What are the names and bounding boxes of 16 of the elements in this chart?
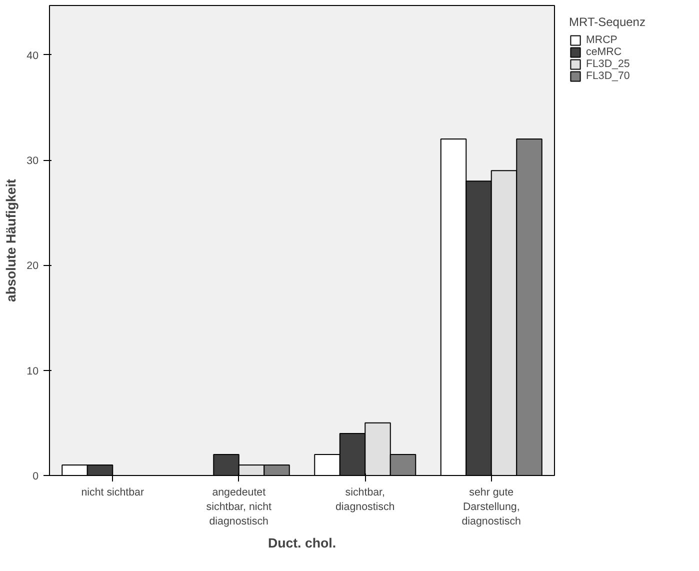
legend-title: MRT-Sequenz — [569, 15, 646, 29]
y-tick-label: 20 — [26, 260, 39, 272]
legend-label: ceMRC — [586, 46, 622, 58]
y-tick-label: 10 — [26, 365, 39, 378]
y-tick-label: 40 — [26, 50, 39, 62]
legend-label: FL3D_70 — [586, 70, 630, 82]
x-tick-label: sehr gute Darstellung, diagnostisch — [462, 486, 522, 528]
y-tick-label: 30 — [26, 155, 39, 168]
legend-label: FL3D_25 — [586, 58, 630, 70]
y-tick-label: 0 — [32, 470, 39, 482]
x-tick-label: sichtbar, diagnostisch — [336, 486, 395, 513]
x-tick-label: nicht sichtbar — [81, 486, 144, 498]
x-tick-label: angedeutet sichtbar, nicht diagnostisch — [206, 486, 272, 528]
x-axis-title: Duct. chol. — [268, 535, 336, 550]
legend-label: MRCP — [586, 34, 618, 46]
y-axis-title: absolute Häufigkeit — [4, 178, 19, 302]
